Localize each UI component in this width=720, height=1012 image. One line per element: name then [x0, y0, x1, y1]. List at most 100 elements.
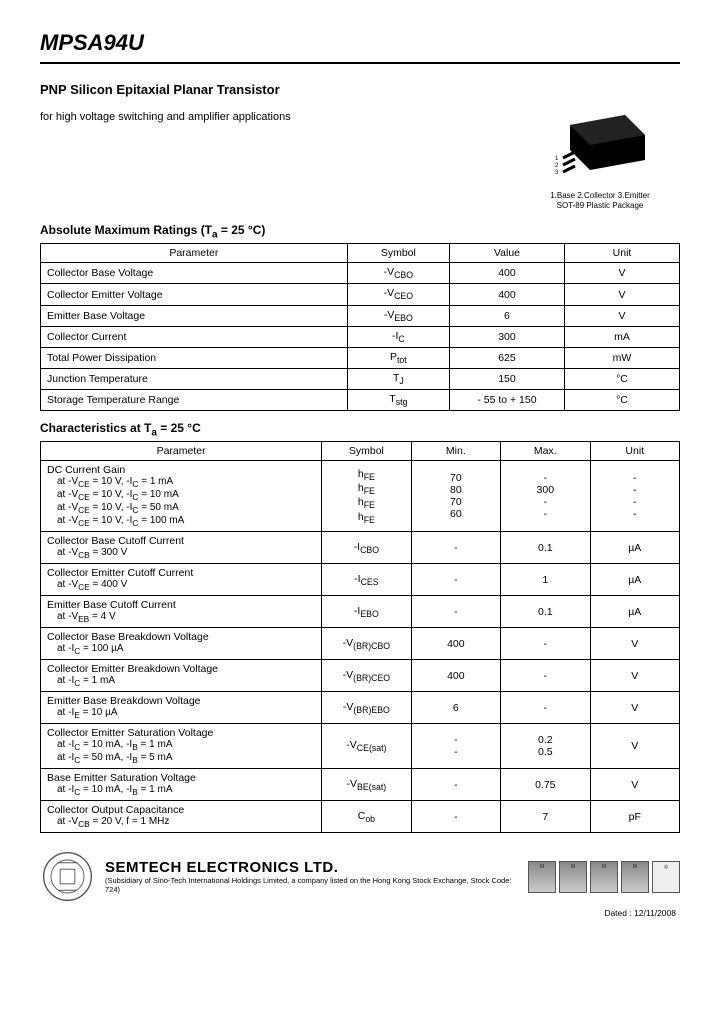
cell-unit: ----: [590, 461, 679, 532]
cell-max: -: [501, 692, 590, 724]
date-line: Dated : 12/11/2008: [40, 908, 680, 918]
cell-param: Collector Base Voltage: [41, 263, 348, 284]
table-row: Base Emitter Saturation Voltageat -IC = …: [41, 769, 680, 801]
cell-unit: V: [590, 769, 679, 801]
svg-text:1: 1: [555, 156, 559, 162]
cell-param: Emitter Base Cutoff Currentat -VEB = 4 V: [41, 596, 322, 628]
cell-param: Base Emitter Saturation Voltageat -IC = …: [41, 769, 322, 801]
table-row: DC Current Gainat -VCE = 10 V, -IC = 1 m…: [41, 461, 680, 532]
characteristics-title: Characteristics at Ta = 25 °C: [40, 421, 680, 438]
cell-unit: V: [564, 263, 679, 284]
cell-min: -: [411, 769, 500, 801]
cell-unit: V: [590, 628, 679, 660]
table-row: Collector Current-IC300mA: [41, 326, 680, 347]
cell-param: Emitter Base Voltage: [41, 305, 348, 326]
table-row: Storage Temperature RangeTstg- 55 to + 1…: [41, 389, 680, 410]
cell-param: Storage Temperature Range: [41, 389, 348, 410]
cell-value: 150: [449, 368, 564, 389]
table-row: Collector Emitter Saturation Voltageat -…: [41, 724, 680, 769]
cell-unit: mW: [564, 347, 679, 368]
cert-badge: M: [590, 861, 618, 893]
cell-symbol: TJ: [347, 368, 449, 389]
cert-badge: M: [621, 861, 649, 893]
cell-param: Collector Emitter Cutoff Currentat -VCE …: [41, 564, 322, 596]
cell-min: -: [411, 596, 500, 628]
cert-badge: ◎: [652, 861, 680, 893]
col-unit: Unit: [564, 244, 679, 263]
col-max: Max.: [501, 442, 590, 461]
cell-param: Collector Emitter Saturation Voltageat -…: [41, 724, 322, 769]
cell-value: 6: [449, 305, 564, 326]
col-value: Value: [449, 244, 564, 263]
cell-unit: pF: [590, 801, 679, 833]
table-row: Emitter Base Voltage-VEBO6V: [41, 305, 680, 326]
cert-badges: M M M M ◎: [528, 861, 680, 893]
cell-symbol: -VCBO: [347, 263, 449, 284]
col-parameter: Parameter: [41, 442, 322, 461]
company-sub: (Subsidiary of Sino-Tech International H…: [105, 876, 518, 894]
cell-unit: V: [590, 660, 679, 692]
cell-max: -: [501, 628, 590, 660]
col-unit: Unit: [590, 442, 679, 461]
cell-max: 0.75: [501, 769, 590, 801]
svg-text:2: 2: [555, 163, 559, 169]
company-name: SEMTECH ELECTRONICS LTD.: [105, 859, 518, 876]
cell-param: Emitter Base Breakdown Voltageat -IE = 1…: [41, 692, 322, 724]
cell-unit: V: [590, 692, 679, 724]
cell-value: - 55 to + 150: [449, 389, 564, 410]
cell-param: DC Current Gainat -VCE = 10 V, -IC = 1 m…: [41, 461, 322, 532]
cell-symbol: -V(BR)EBO: [322, 692, 411, 724]
cell-param: Total Power Dissipation: [41, 347, 348, 368]
cell-value: 625: [449, 347, 564, 368]
part-number: MPSA94U: [40, 30, 680, 64]
cell-symbol: -IEBO: [322, 596, 411, 628]
cell-symbol: -ICBO: [322, 532, 411, 564]
cell-unit: µA: [590, 564, 679, 596]
cell-max: -300--: [501, 461, 590, 532]
package-illustration: 1 2 3 1.Base 2.Collector 3.Emitter SOT-8…: [525, 110, 675, 212]
col-symbol: Symbol: [322, 442, 411, 461]
cell-value: 300: [449, 326, 564, 347]
cell-symbol: -IC: [347, 326, 449, 347]
table-row: Collector Base Voltage-VCBO400V: [41, 263, 680, 284]
cell-param: Collector Emitter Voltage: [41, 284, 348, 305]
cell-value: 400: [449, 284, 564, 305]
cell-symbol: Ptot: [347, 347, 449, 368]
cell-max: 0.1: [501, 532, 590, 564]
ratings-table: Parameter Symbol Value Unit Collector Ba…: [40, 243, 680, 411]
cell-max: 0.20.5: [501, 724, 590, 769]
cell-symbol: -VEBO: [347, 305, 449, 326]
cell-min: -: [411, 564, 500, 596]
table-row: Collector Base Breakdown Voltageat -IC =…: [41, 628, 680, 660]
cell-param: Collector Current: [41, 326, 348, 347]
cell-min: 400: [411, 660, 500, 692]
table-row: Emitter Base Cutoff Currentat -VEB = 4 V…: [41, 596, 680, 628]
cell-param: Collector Base Cutoff Currentat -VCB = 3…: [41, 532, 322, 564]
cell-symbol: hFEhFEhFEhFE: [322, 461, 411, 532]
cell-min: -: [411, 532, 500, 564]
cell-min: 400: [411, 628, 500, 660]
col-symbol: Symbol: [347, 244, 449, 263]
table-row: Collector Emitter Cutoff Currentat -VCE …: [41, 564, 680, 596]
cell-min: -: [411, 801, 500, 833]
cell-min: 6: [411, 692, 500, 724]
package-type-caption: SOT-89 Plastic Package: [525, 201, 675, 211]
cell-symbol: Tstg: [347, 389, 449, 410]
characteristics-table: Parameter Symbol Min. Max. Unit DC Curre…: [40, 441, 680, 833]
footer: SEMTECH ELECTRONICS LTD. (Subsidiary of …: [40, 849, 680, 904]
table-row: Emitter Base Breakdown Voltageat -IE = 1…: [41, 692, 680, 724]
svg-text:3: 3: [555, 170, 559, 176]
cell-unit: µA: [590, 532, 679, 564]
cell-max: -: [501, 660, 590, 692]
cell-unit: V: [564, 284, 679, 305]
cell-param: Collector Base Breakdown Voltageat -IC =…: [41, 628, 322, 660]
cell-unit: °C: [564, 389, 679, 410]
table-row: Collector Base Cutoff Currentat -VCB = 3…: [41, 532, 680, 564]
cell-value: 400: [449, 263, 564, 284]
cell-min: 70807060: [411, 461, 500, 532]
cell-symbol: -VCEO: [347, 284, 449, 305]
col-parameter: Parameter: [41, 244, 348, 263]
table-row: Collector Emitter Breakdown Voltageat -I…: [41, 660, 680, 692]
cell-param: Collector Output Capacitanceat -VCB = 20…: [41, 801, 322, 833]
cell-unit: V: [564, 305, 679, 326]
